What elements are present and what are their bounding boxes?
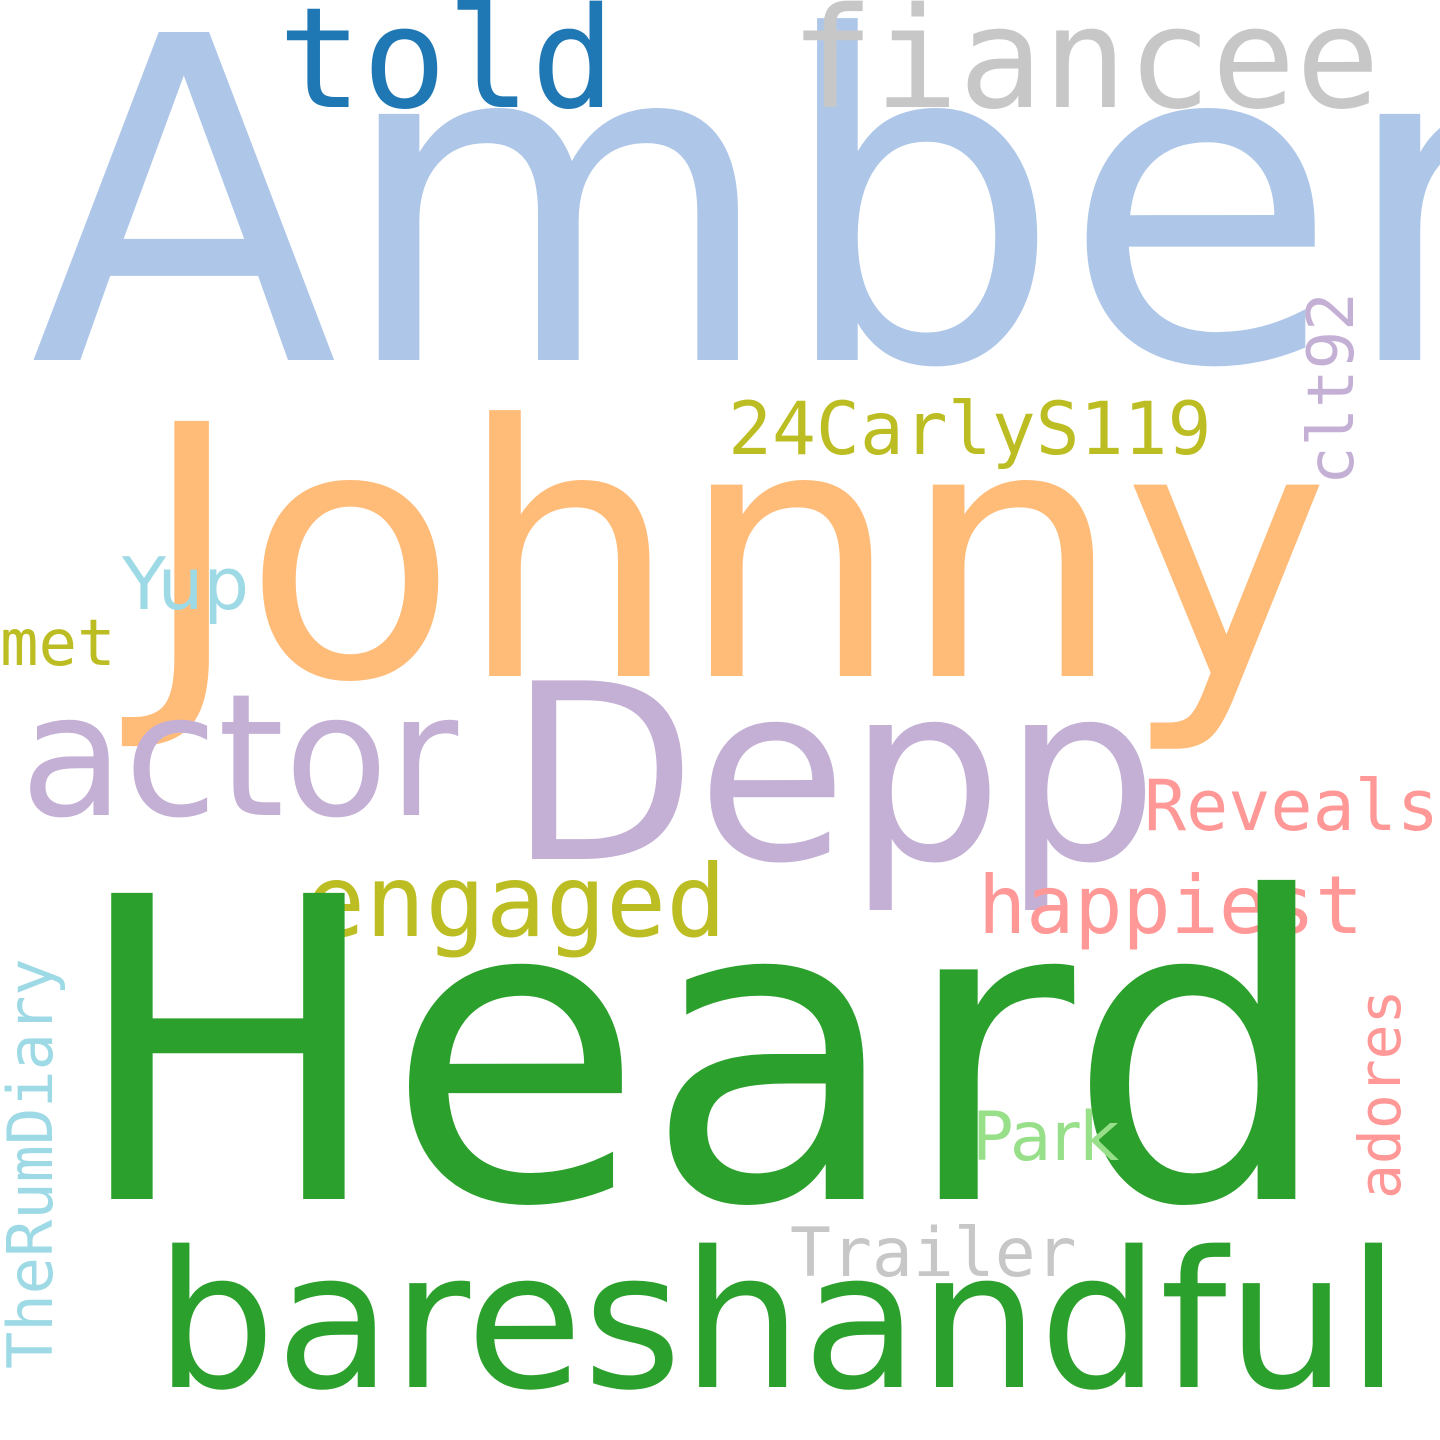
- word-told: told: [278, 0, 616, 141]
- word-fiancee: fiancee: [790, 0, 1381, 141]
- word-engaged: engaged: [305, 843, 727, 960]
- word-heard: Heard: [70, 810, 1334, 1299]
- word-reveals: Reveals: [1144, 765, 1440, 847]
- word-bareshandful: bareshandful: [155, 1211, 1400, 1432]
- word-happiest: happiest: [978, 859, 1364, 952]
- word-carly: 24CarlyS119: [728, 387, 1212, 472]
- word-actor: actor: [20, 658, 459, 856]
- word-adores: adores: [1346, 989, 1414, 1199]
- word-therumdiary: TheRumDiary: [0, 958, 67, 1369]
- word-depp: Depp: [508, 632, 1159, 917]
- word-park: Park: [972, 1098, 1119, 1177]
- word-trailer: Trailer: [790, 1214, 1077, 1293]
- word-amber: Amber: [30, 0, 1440, 467]
- word-clt92: clt92: [1295, 292, 1369, 485]
- word-yup: Yup: [122, 542, 250, 626]
- word-johnny: Johnny: [140, 351, 1330, 759]
- word-met: met: [0, 607, 116, 681]
